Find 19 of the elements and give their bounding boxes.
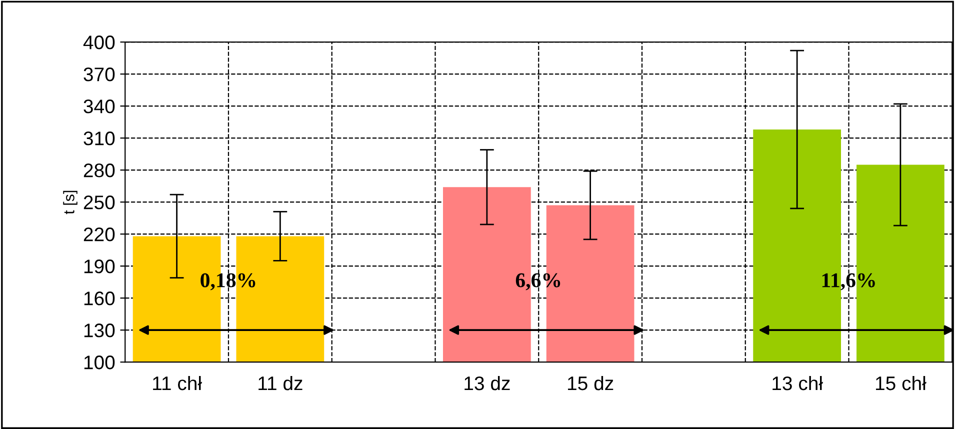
y-tick-label: 310 xyxy=(84,132,115,146)
annotation: 6,6% xyxy=(516,273,560,290)
x-tick-label: 15 chł xyxy=(876,376,926,390)
y-tick-label: 190 xyxy=(84,260,115,274)
x-tick-label: 13 dz xyxy=(464,376,510,390)
y-tick-label: 400 xyxy=(83,36,115,50)
y-tick-label: 220 xyxy=(84,228,115,242)
y-tick-label: 100 xyxy=(84,356,115,370)
x-tick-label: 13 chł xyxy=(772,376,823,390)
x-tick-label: 15 dz xyxy=(568,376,614,390)
y-axis-title: t [s] xyxy=(63,190,78,214)
y-tick-label: 280 xyxy=(84,164,115,178)
y-tick-label: 340 xyxy=(84,100,115,114)
y-tick-label: 370 xyxy=(84,68,115,82)
x-tick-label: 11 dz xyxy=(258,376,302,390)
y-tick-label: 250 xyxy=(84,196,115,210)
y-tick-label: 130 xyxy=(84,324,115,338)
y-tick-label: 160 xyxy=(84,292,115,306)
x-tick-label: 11 chł xyxy=(153,376,202,390)
